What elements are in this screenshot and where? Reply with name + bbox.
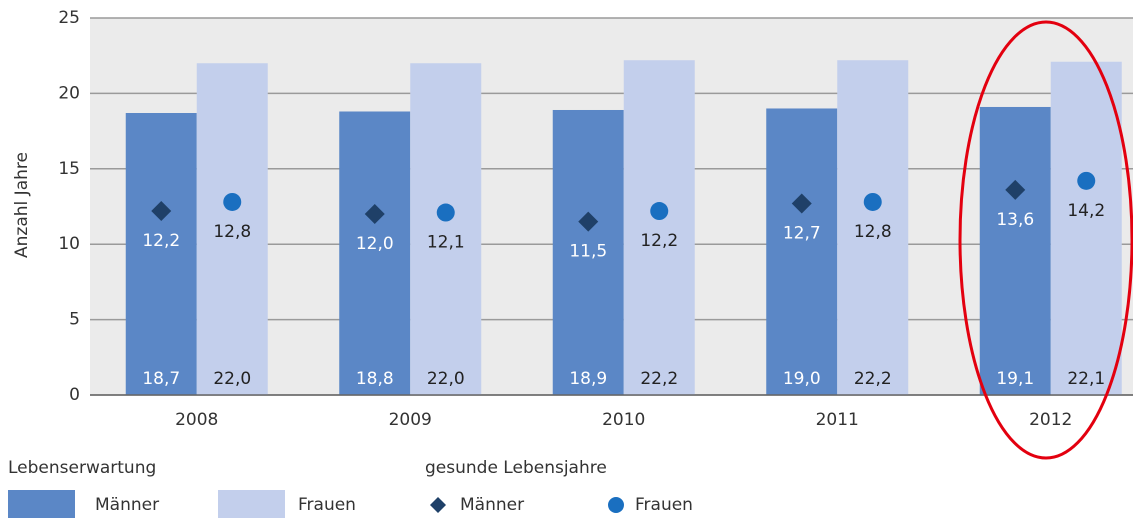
circle-marker	[650, 202, 669, 221]
y-tick-label: 10	[58, 234, 80, 254]
x-tick-label: 2010	[602, 410, 645, 430]
diamond-marker	[578, 211, 599, 232]
bar	[410, 63, 482, 396]
bar	[196, 63, 268, 396]
marker-value-label: 13,6	[996, 210, 1034, 230]
bar	[623, 60, 695, 395]
marker-value-label: 11,5	[569, 242, 607, 262]
y-tick-label: 0	[69, 385, 80, 405]
x-tick-label: 2012	[1029, 410, 1072, 430]
legend-label: Frauen	[635, 495, 693, 515]
legend-label: Männer	[95, 495, 159, 515]
legend-swatch	[218, 490, 285, 518]
bar	[339, 111, 411, 395]
marker-value-label: 12,8	[213, 222, 251, 242]
legend-label: Frauen	[298, 495, 356, 515]
bar-value-label: 22,0	[213, 369, 251, 389]
marker-value-label: 12,7	[783, 223, 821, 243]
bar-value-label: 22,2	[854, 369, 892, 389]
legend-swatch	[430, 497, 446, 513]
x-tick-label: 2008	[175, 410, 218, 430]
y-tick-label: 5	[69, 310, 80, 330]
bar	[1050, 61, 1122, 396]
bar-value-label: 19,1	[996, 369, 1034, 389]
y-axis-label: Anzahl Jahre	[12, 152, 32, 258]
bar-value-label: 22,2	[640, 369, 678, 389]
bar	[979, 106, 1051, 396]
legend-label: Männer	[460, 495, 524, 515]
bar-value-label: 22,0	[427, 369, 465, 389]
marker-value-label: 14,2	[1067, 201, 1105, 221]
y-tick-label: 15	[58, 159, 80, 179]
circle-marker	[1077, 171, 1096, 190]
circle-marker	[863, 192, 882, 211]
y-tick-label: 25	[58, 8, 80, 28]
x-tick-label: 2011	[816, 410, 859, 430]
marker-value-label: 12,2	[142, 231, 180, 251]
highlight-ellipse	[958, 20, 1133, 460]
legend-group-title: Lebenserwartung	[8, 458, 156, 478]
bar-value-label: 18,8	[356, 369, 394, 389]
bar	[766, 108, 838, 395]
marker-value-label: 12,0	[356, 234, 394, 254]
diamond-marker	[791, 193, 812, 214]
bar-value-label: 22,1	[1067, 369, 1105, 389]
diamond-marker	[1005, 179, 1026, 200]
bar-value-label: 18,9	[569, 369, 607, 389]
bar-value-label: 19,0	[783, 369, 821, 389]
marker-value-label: 12,1	[427, 233, 465, 253]
diamond-marker	[364, 204, 385, 225]
marker-value-label: 12,2	[640, 231, 678, 251]
y-tick-label: 20	[58, 83, 80, 103]
bar-value-label: 18,7	[142, 369, 180, 389]
legend-group-title: gesunde Lebensjahre	[425, 458, 607, 478]
bar	[552, 109, 624, 395]
legend-swatch	[608, 497, 624, 513]
bar	[125, 113, 197, 395]
bar	[837, 60, 909, 395]
diamond-marker	[151, 201, 172, 222]
legend-swatch	[8, 490, 75, 518]
x-tick-label: 2009	[389, 410, 432, 430]
marker-value-label: 12,8	[854, 222, 892, 242]
circle-marker	[436, 203, 455, 222]
circle-marker	[223, 192, 242, 211]
